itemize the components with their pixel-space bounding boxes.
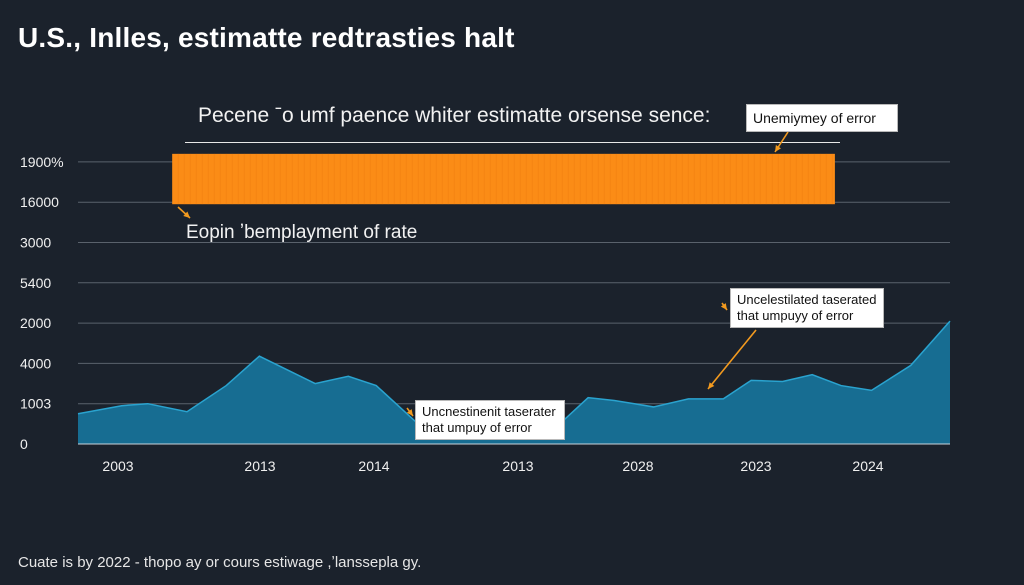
annotation-right: Uncelestilated taserated that umpuyy of … [730,288,884,328]
x-tick-label-2: 2014 [358,458,389,474]
y-tick-label-7: 1900% [20,154,64,170]
annotation-right-pointer-head [720,303,727,310]
y-tick-label-3: 2000 [20,315,51,331]
y-tick-label-1: 1003 [20,396,51,412]
chart-subtitle: Pecene ˉo umf paence whiter estimatte or… [198,104,711,127]
chart-footnote: Cuate is by 2022 - thopo ay or cours est… [18,554,422,571]
y-tick-label-2: 4000 [20,355,51,371]
annotation-middle-arrow-head [406,409,413,416]
annotation-middle-line-2: that umpuy of error [422,420,532,435]
annotation-right-arrow [707,329,757,390]
area-series [78,321,950,444]
y-tick-label-5: 3000 [20,235,51,251]
annotation-middle: Uncnestinenit taserater that umpuy of er… [415,400,565,440]
annotation-top-arrow-head [775,145,781,152]
annotation-right-line-2: that umpuyy of error [737,308,854,323]
annotation-right-arrow-head [708,382,715,389]
x-tick-label-0: 2003 [102,458,133,474]
x-tick-label-5: 2023 [740,458,771,474]
band-label-arrow-head [183,211,190,218]
y-tick-label-4: 5400 [20,275,51,291]
subtitle-divider [185,142,840,143]
annotation-middle-line-1: Uncnestinenit taserater [422,404,556,419]
x-tick-label-3: 2013 [502,458,533,474]
y-tick-label-6: 16000 [20,194,59,210]
x-tick-label-4: 2028 [622,458,653,474]
band-label: Eopin ʼbemplayment of rate [186,222,418,243]
x-tick-label-1: 2013 [244,458,275,474]
estimate-band [172,153,835,205]
y-tick-label-0: 0 [20,436,28,452]
chart-title: U.S., Inlles, estimatte redtrasties halt [18,22,515,53]
annotation-right-line-1: Uncelestilated taserated [737,292,877,307]
annotation-top: Unemiymey of error [746,104,898,132]
annotation-top-text: Unemiymey of error [753,110,876,126]
x-tick-label-6: 2024 [852,458,883,474]
